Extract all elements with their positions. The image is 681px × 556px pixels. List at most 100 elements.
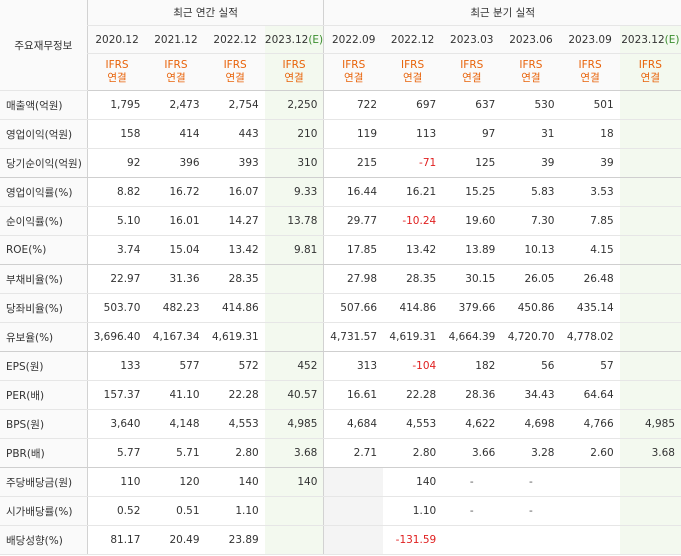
table-cell: 64.64: [560, 380, 620, 410]
accounting-standard: IFRS 연결: [86, 53, 147, 91]
table-row: PBR(배) 5.77 5.71 2.80 3.68 2.71 2.80 3.66 3.28 2.…: [0, 438, 681, 468]
table-cell: 40.57: [264, 380, 324, 410]
table-cell: 3.53: [560, 177, 620, 207]
column-date: 2023.06: [509, 33, 553, 46]
accounting-standard: IFRS 연결: [501, 53, 561, 91]
quarter-group-header: 최근 분기 실적: [323, 0, 681, 26]
table-cell: 577: [146, 351, 206, 381]
table-cell: [264, 293, 324, 323]
table-cell: 0.51: [146, 496, 206, 526]
accounting-standard: IFRS 연결: [323, 53, 384, 91]
table-cell: 697: [383, 90, 443, 120]
table-cell: [619, 264, 681, 294]
table-cell: [619, 496, 681, 526]
table-row: 시가배당률(%) 0.52 0.51 1.10 1.10- -: [0, 496, 681, 526]
column-date: 2023.12: [621, 33, 665, 46]
table-cell: 4,664.39: [442, 322, 502, 352]
table-cell: [442, 525, 502, 555]
table-cell: 1.10: [383, 496, 443, 526]
row-label: EPS(원): [0, 351, 88, 381]
table-row: 순이익률(%) 5.10 16.01 14.27 13.78 29.77 -10.24 19.…: [0, 206, 681, 236]
standard-name: IFRS: [105, 59, 129, 71]
column-date-header: 2023.03: [442, 25, 502, 54]
column-date-header: 2022.12: [383, 25, 443, 54]
corner-label: 주요재무정보: [0, 0, 88, 91]
table-cell: 379.66: [442, 293, 502, 323]
column-date-header: 2021.12: [146, 25, 206, 54]
table-cell: 210: [264, 119, 324, 149]
table-cell: 4,619.31: [205, 322, 265, 352]
table-cell: [323, 467, 384, 497]
table-cell: 9.33: [264, 177, 324, 207]
table-cell: 3.74: [86, 235, 147, 265]
table-cell: 414: [146, 119, 206, 149]
table-cell: 28.35: [205, 264, 265, 294]
table-cell: -71: [383, 148, 443, 178]
table-cell: -131.59: [383, 525, 443, 555]
table-cell: -: [501, 496, 561, 526]
table-cell: 22.97: [86, 264, 147, 294]
table-cell: 34.43: [501, 380, 561, 410]
table-cell: 29.77: [323, 206, 384, 236]
consolidation-type: 연결: [107, 72, 127, 84]
table-cell: 414.86: [205, 293, 265, 323]
table-cell: 92: [86, 148, 147, 178]
table-cell: [619, 235, 681, 265]
table-cell: 16.61: [323, 380, 384, 410]
estimate-mark: (E): [664, 33, 680, 46]
table-cell: 4,619.31: [383, 322, 443, 352]
table-cell: 7.30: [501, 206, 561, 236]
table-cell: [619, 148, 681, 178]
table-cell: 140: [205, 467, 265, 497]
table-cell: 13.42: [383, 235, 443, 265]
row-label: PBR(배): [0, 438, 88, 468]
row-label: PER(배): [0, 380, 88, 410]
column-date-header: 2022.09: [323, 25, 384, 54]
table-cell: 1.10: [205, 496, 265, 526]
table-cell: 4,985: [264, 409, 324, 439]
table-cell: 9.81: [264, 235, 324, 265]
table-cell: 4,766: [560, 409, 620, 439]
table-cell: 4,167.34: [146, 322, 206, 352]
table-row: 유보율(%) 3,696.40 4,167.34 4,619.31 4,731.57 4,…: [0, 322, 681, 352]
table-cell: 572: [205, 351, 265, 381]
table-cell: 17.85: [323, 235, 384, 265]
table-cell: 4,698: [501, 409, 561, 439]
table-row: ROE(%) 3.74 15.04 13.42 9.81 17.85 13.42 13.89 1…: [0, 235, 681, 265]
table-cell: [264, 322, 324, 352]
table-cell: 3.28: [501, 438, 561, 468]
table-cell: 119: [323, 119, 384, 149]
accounting-standard: IFRS 연결: [146, 53, 206, 91]
standard-name: IFRS: [401, 59, 425, 71]
table-cell: 157.37: [86, 380, 147, 410]
table-cell: 2.60: [560, 438, 620, 468]
table-cell: 3.66: [442, 438, 502, 468]
table-cell: 56: [501, 351, 561, 381]
table-cell: 4,720.70: [501, 322, 561, 352]
table-row: PER(배) 157.37 41.10 22.28 40.57 16.61 22.28 28.…: [0, 380, 681, 410]
table-cell: [619, 206, 681, 236]
table-cell: 26.05: [501, 264, 561, 294]
table-row: 당좌비율(%) 503.70 482.23 414.86 507.66 414.86 379…: [0, 293, 681, 323]
consolidation-type: 연결: [344, 72, 364, 84]
table-cell: 30.15: [442, 264, 502, 294]
table-cell: 5.83: [501, 177, 561, 207]
table-cell: -: [442, 467, 502, 497]
column-date: 2023.03: [450, 33, 494, 46]
table-cell: 482.23: [146, 293, 206, 323]
consolidation-type: 연결: [284, 72, 304, 84]
column-date-header: 2023.12(E): [264, 25, 324, 54]
table-cell: 393: [205, 148, 265, 178]
table-cell: 81.17: [86, 525, 147, 555]
table-row: BPS(원) 3,640 4,148 4,553 4,985 4,684 4,553 4,62…: [0, 409, 681, 439]
table-cell: 414.86: [383, 293, 443, 323]
consolidation-type: 연결: [640, 72, 660, 84]
table-cell: 4,553: [383, 409, 443, 439]
table-cell: 443: [205, 119, 265, 149]
table-cell: 530: [501, 90, 561, 120]
table-cell: [619, 119, 681, 149]
row-label: 당좌비율(%): [0, 293, 88, 323]
table-cell: 4,622: [442, 409, 502, 439]
table-cell: 435.14: [560, 293, 620, 323]
table-cell: -: [442, 496, 502, 526]
